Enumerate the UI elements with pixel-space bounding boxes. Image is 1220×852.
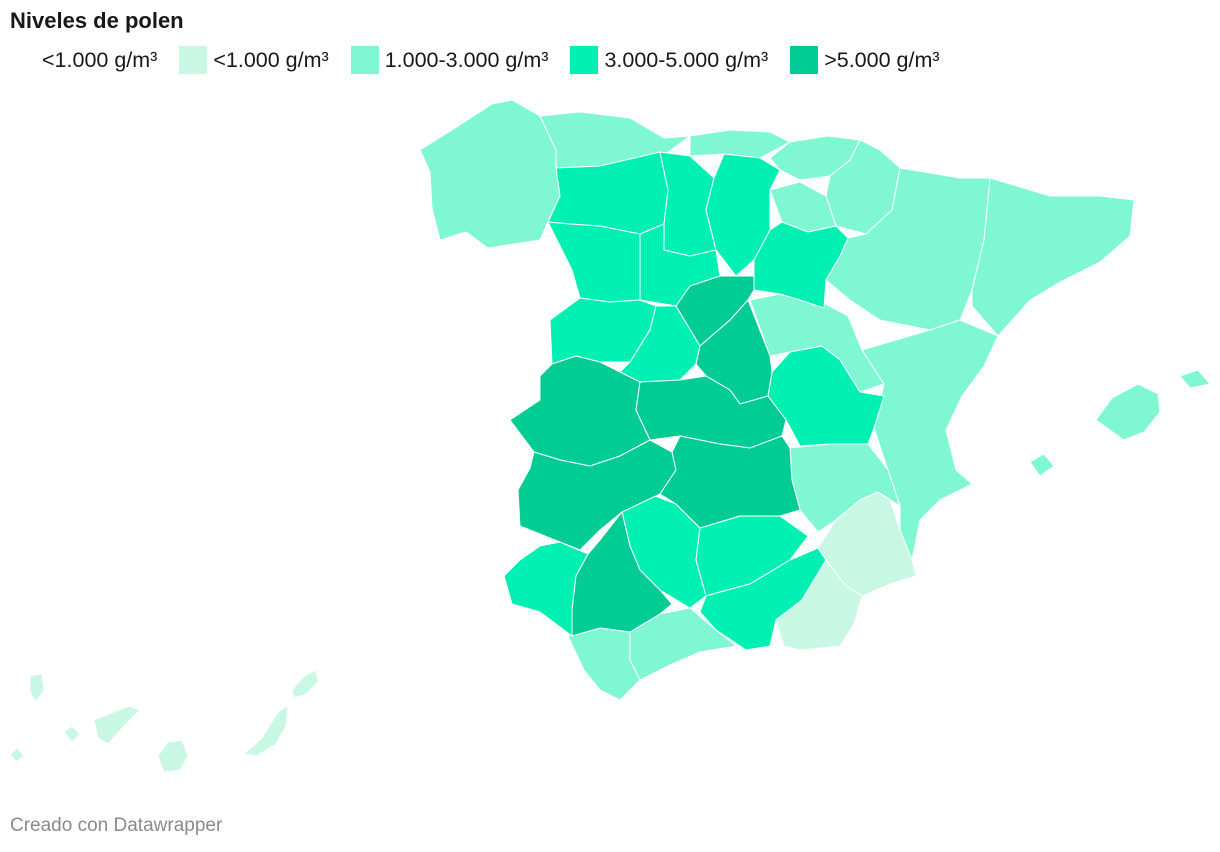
legend-item-1000-3000: 1.000-3.000 g/m³ — [350, 46, 549, 74]
legend-label: >5.000 g/m³ — [824, 47, 940, 72]
footer-credit: Creado con Datawrapper — [10, 815, 223, 836]
region-baleares-ibiza[interactable] — [1029, 453, 1055, 477]
region-almeria[interactable] — [775, 559, 863, 651]
legend-swatch-1000-3000 — [350, 46, 379, 74]
legend-label: 3.000-5.000 g/m³ — [604, 47, 769, 72]
region-canarias-fuerteventura[interactable] — [243, 705, 289, 757]
legend: <1.000 g/m³ <1.000 g/m³ 1.000-3.000 g/m³… — [42, 46, 962, 74]
legend-swatch-lt1000 — [179, 46, 208, 74]
region-cantabria[interactable] — [689, 129, 791, 159]
region-canarias-gran-canaria[interactable] — [157, 739, 189, 773]
legend-label: <1.000 g/m³ — [42, 47, 158, 72]
legend-item-gt5000: >5.000 g/m³ — [790, 46, 940, 74]
legend-item-empty: <1.000 g/m³ — [42, 48, 157, 73]
region-navarra[interactable] — [825, 139, 901, 235]
region-canarias-lanzarote[interactable] — [291, 669, 319, 699]
legend-item-3000-5000: 3.000-5.000 g/m³ — [570, 46, 768, 74]
region-baleares-mallorca[interactable] — [1095, 383, 1161, 441]
region-canarias-gomera[interactable] — [63, 725, 81, 743]
region-zamora[interactable] — [547, 221, 641, 303]
legend-label: 1.000-3.000 g/m³ — [384, 47, 549, 72]
region-sevilla[interactable] — [571, 511, 673, 637]
region-cadiz[interactable] — [567, 627, 641, 701]
region-ciudad-real[interactable] — [659, 435, 801, 529]
region-toledo[interactable] — [635, 375, 787, 449]
region-cataluna[interactable] — [971, 177, 1135, 337]
legend-label: <1.000 g/m³ — [213, 47, 329, 72]
region-canarias-hierro[interactable] — [9, 747, 25, 763]
region-malaga[interactable] — [629, 607, 737, 681]
region-soria[interactable] — [753, 221, 849, 309]
legend-swatch-3000-5000 — [570, 46, 599, 74]
region-baleares-menorca[interactable] — [1179, 369, 1211, 389]
legend-item-lt1000: <1.000 g/m³ — [179, 46, 329, 74]
region-badajoz[interactable] — [517, 439, 677, 551]
region-canarias-tenerife[interactable] — [93, 705, 141, 745]
region-canarias-la-palma[interactable] — [29, 673, 45, 703]
legend-swatch-gt5000 — [790, 46, 819, 74]
chart-title: Niveles de polen — [10, 8, 184, 33]
region-galicia[interactable] — [419, 99, 561, 249]
